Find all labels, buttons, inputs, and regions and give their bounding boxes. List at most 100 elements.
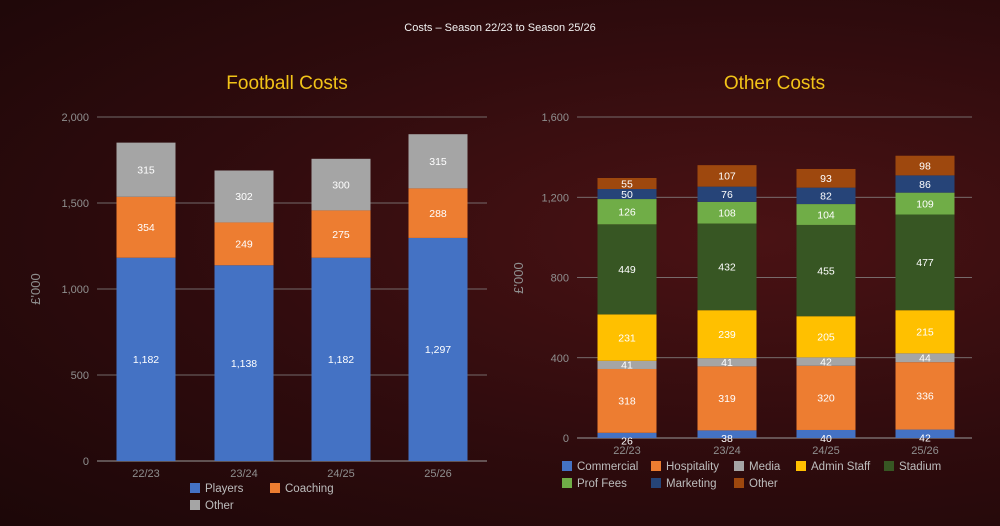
other-data-label: 320	[817, 393, 835, 405]
other-bar-marketing	[697, 186, 757, 202]
other-y-tick-label: 800	[551, 273, 569, 285]
other-data-label: 38	[721, 433, 733, 445]
football-bar-other	[116, 142, 176, 197]
football-bar-players	[214, 265, 274, 461]
football-x-tick-label: 24/25	[327, 468, 355, 480]
other-legend-swatch	[734, 461, 744, 471]
other-legend-entry: Marketing	[666, 478, 717, 490]
other-bar-prof-fees	[796, 204, 856, 225]
other-bar-marketing	[895, 175, 955, 193]
football-y-tick-label: 0	[83, 456, 89, 468]
other-data-label: 108	[718, 207, 736, 219]
other-legend-entry: Hospitality	[666, 461, 719, 473]
other-bar-marketing	[796, 187, 856, 205]
other-data-label: 109	[916, 198, 934, 210]
other-data-label: 477	[916, 257, 934, 269]
other-data-label: 86	[919, 179, 931, 191]
other-bar-admin-staff	[796, 316, 856, 358]
football-bar-players	[116, 257, 176, 461]
other-data-label: 44	[919, 353, 931, 365]
other-bar-other	[895, 155, 955, 176]
other-data-label: 41	[721, 357, 733, 369]
football-bar-players	[311, 257, 371, 461]
other-legend-entry: Prof Fees	[577, 478, 627, 490]
other-legend-entry: Stadium	[899, 461, 941, 473]
other-legend-swatch	[884, 461, 894, 471]
other-data-label: 318	[618, 396, 636, 408]
football-legend-swatch	[190, 483, 200, 493]
other-data-label: 98	[919, 160, 931, 172]
other-legend-swatch	[562, 478, 572, 488]
other-data-label: 93	[820, 173, 832, 185]
football-legend-swatch	[270, 483, 280, 493]
other-bar-commercial	[895, 429, 955, 438]
other-chart-title: Other Costs	[724, 73, 825, 94]
other-legend-swatch	[651, 478, 661, 488]
other-data-label: 76	[721, 189, 733, 201]
other-bar-commercial	[597, 432, 657, 438]
other-data-label: 42	[820, 356, 832, 368]
football-x-tick-label: 22/23	[132, 468, 160, 480]
other-bar-admin-staff	[895, 310, 955, 354]
other-data-label: 42	[919, 432, 931, 444]
other-bar-media	[796, 357, 856, 366]
other-bar-stadium	[697, 223, 757, 311]
other-bar-admin-staff	[697, 310, 757, 359]
other-bar-hospitality	[597, 368, 657, 433]
other-bar-media	[597, 360, 657, 369]
other-data-label: 205	[817, 332, 835, 344]
football-y-tick-label: 500	[71, 370, 89, 382]
other-bar-media	[895, 353, 955, 363]
other-legend-entry: Other	[749, 478, 778, 490]
football-bar-other	[214, 170, 274, 223]
other-bar-commercial	[796, 429, 856, 438]
football-bar-other	[408, 134, 468, 189]
football-bar-other	[311, 158, 371, 211]
football-bar-players	[408, 237, 468, 461]
other-data-label: 82	[820, 191, 832, 203]
other-bar-hospitality	[796, 365, 856, 430]
other-bar-other	[697, 165, 757, 187]
other-bar-media	[697, 358, 757, 367]
other-bar-stadium	[895, 214, 955, 311]
football-data-label: 354	[137, 222, 155, 234]
football-y-tick-label: 2,000	[61, 112, 89, 124]
other-data-label: 55	[621, 178, 633, 190]
other-data-label: 455	[817, 265, 835, 277]
other-y-tick-label: 1,200	[541, 192, 569, 204]
other-data-label: 50	[621, 189, 633, 201]
other-legend-entry: Admin Staff	[811, 461, 871, 473]
other-x-tick-label: 25/26	[911, 445, 939, 457]
other-data-label: 40	[820, 433, 832, 445]
football-data-label: 1,182	[328, 354, 354, 366]
other-y-axis-label: £'000	[511, 262, 526, 293]
other-y-tick-label: 0	[563, 433, 569, 445]
football-data-label: 1,138	[231, 358, 257, 370]
other-data-label: 126	[618, 206, 636, 218]
other-bar-prof-fees	[597, 199, 657, 225]
football-data-label: 288	[429, 208, 447, 220]
football-legend-entry: Players	[205, 483, 244, 495]
other-legend-swatch	[734, 478, 744, 488]
other-bar-admin-staff	[597, 314, 657, 361]
other-y-tick-label: 1,600	[541, 112, 569, 124]
football-x-tick-label: 25/26	[424, 468, 452, 480]
other-x-tick-label: 22/23	[613, 445, 641, 457]
football-data-label: 275	[332, 229, 350, 241]
other-bar-commercial	[697, 430, 757, 438]
football-bar-coaching	[116, 196, 176, 258]
other-data-label: 319	[718, 393, 736, 405]
other-data-label: 231	[618, 332, 636, 344]
football-legend-entry: Other	[205, 500, 234, 512]
other-x-tick-label: 24/25	[812, 445, 840, 457]
football-bar-coaching	[311, 210, 371, 258]
football-data-label: 300	[332, 179, 350, 191]
other-legend-swatch	[562, 461, 572, 471]
other-data-label: 215	[916, 327, 934, 339]
football-data-label: 1,297	[425, 344, 451, 356]
other-bar-marketing	[597, 189, 657, 200]
other-data-label: 107	[718, 171, 736, 183]
other-data-label: 449	[618, 264, 636, 276]
football-data-label: 302	[235, 191, 253, 203]
